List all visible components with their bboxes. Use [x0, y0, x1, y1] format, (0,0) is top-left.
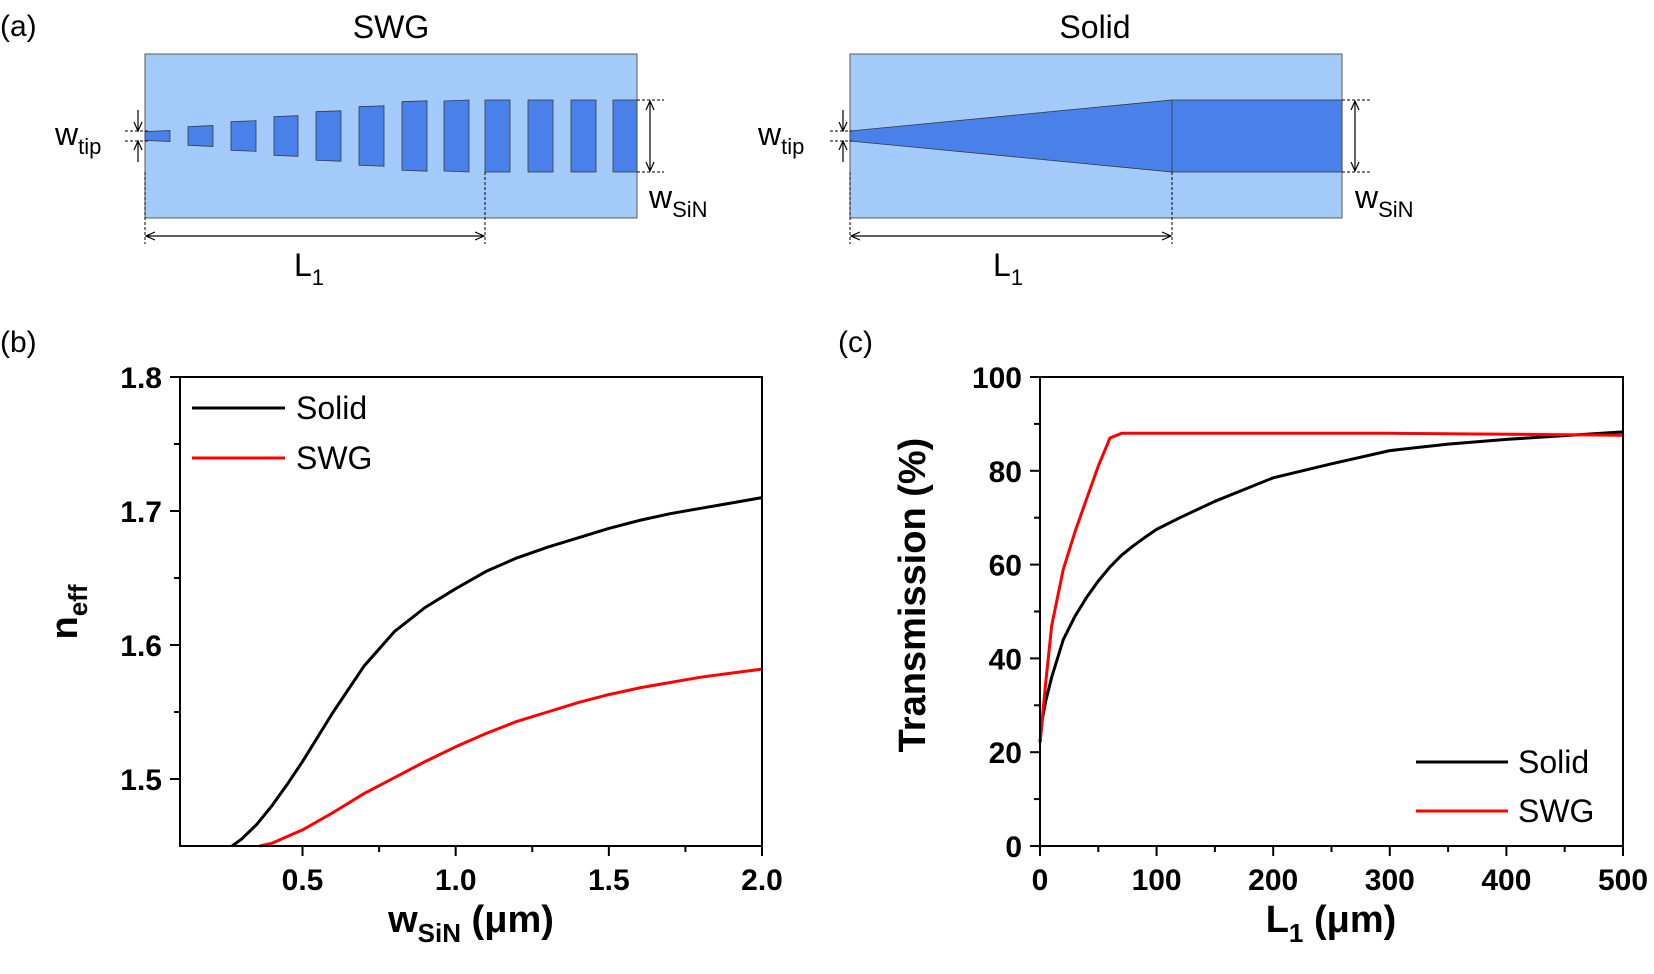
y-tick-label: 80	[989, 456, 1022, 489]
y-tick-label: 1.6	[120, 630, 162, 663]
solid-wsin-label: wSiN	[1354, 179, 1414, 222]
panel-label-a: (a)	[0, 10, 37, 43]
chart-b-frame	[179, 376, 763, 847]
x-tick-label: 0.5	[282, 864, 324, 897]
chart-c-ticks: 0 100 200 300 400 500 0 20 40 60 80 100	[972, 362, 1648, 897]
y-tick-label: 1.5	[120, 764, 162, 797]
chart-c-lines	[1038, 430, 1624, 743]
series-line-swg	[1038, 431, 1624, 743]
x-tick-label: 0	[1032, 864, 1049, 897]
solid-l1-label: L1	[993, 247, 1023, 290]
swg-segment	[443, 99, 470, 173]
chart-b-lines	[231, 496, 763, 848]
swg-segment	[144, 130, 171, 142]
chart-b-xlabel: wSiN (μm)	[387, 899, 554, 948]
panel-label-c: (c)	[838, 326, 873, 359]
y-tick-label: 100	[972, 362, 1022, 395]
legend-label-solid: Solid	[296, 390, 367, 426]
legend-label-swg: SWG	[1518, 793, 1594, 829]
y-tick-label: 60	[989, 550, 1022, 583]
swg-segment	[612, 99, 638, 173]
swg-segments	[144, 99, 638, 173]
schematic-solid: Solid wtip wSiN L1	[757, 9, 1414, 290]
y-tick-label: 0	[1005, 831, 1022, 864]
chart-c-ylabel: Transmission (%)	[892, 438, 934, 753]
x-tick-label: 200	[1248, 864, 1298, 897]
x-tick-label: 100	[1132, 864, 1182, 897]
swg-wtip-label: wtip	[54, 116, 101, 159]
solid-wtip-label: wtip	[757, 116, 804, 159]
chart-b-ticks: 0.5 1.0 1.5 2.0 1.5 1.6 1.7 1.8	[120, 362, 783, 897]
series-line-solid	[231, 496, 763, 848]
x-tick-label: 400	[1481, 864, 1531, 897]
chart-b-legend: Solid SWG	[192, 390, 372, 476]
series-line-swg	[259, 667, 763, 848]
swg-cladding	[144, 53, 638, 219]
chart-c: 0 100 200 300 400 500 0 20 40 60 80 100 Solid SWG L…	[892, 362, 1648, 948]
solid-title: Solid	[1059, 9, 1130, 45]
swg-segment	[315, 110, 342, 162]
legend-label-solid: Solid	[1518, 744, 1589, 780]
chart-b-ylabel: neff	[44, 584, 93, 639]
y-tick-label: 1.8	[120, 362, 162, 395]
y-tick-label: 40	[989, 643, 1022, 676]
swg-segment	[484, 99, 511, 173]
y-tick-label: 20	[989, 737, 1022, 770]
solid-waveguide	[1171, 99, 1343, 173]
swg-segment	[527, 99, 554, 173]
swg-segment	[273, 115, 299, 157]
chart-c-frame	[1039, 376, 1624, 847]
panel-label-b: (b)	[0, 326, 37, 359]
swg-segment	[187, 125, 214, 147]
x-tick-label: 2.0	[741, 864, 783, 897]
legend-label-swg: SWG	[296, 440, 372, 476]
swg-wsin-label: wSiN	[648, 179, 708, 222]
x-tick-label: 1.5	[588, 864, 630, 897]
swg-segment	[401, 100, 428, 172]
x-tick-label: 300	[1365, 864, 1415, 897]
y-tick-label: 1.7	[120, 496, 162, 529]
swg-segment	[570, 99, 597, 173]
schematic-swg: SWG wtip wSiN L1	[54, 9, 708, 290]
x-tick-label: 500	[1598, 864, 1648, 897]
swg-segment	[358, 105, 385, 167]
swg-segment	[230, 120, 257, 152]
chart-b: 0.5 1.0 1.5 2.0 1.5 1.6 1.7 1.8 Solid SWG wSiN …	[44, 362, 783, 948]
series-line-solid	[1038, 430, 1624, 743]
chart-c-legend: Solid SWG	[1416, 744, 1594, 829]
chart-c-xlabel: L1 (μm)	[1266, 899, 1397, 948]
x-tick-label: 1.0	[435, 864, 477, 897]
swg-l1-label: L1	[294, 247, 324, 290]
swg-title: SWG	[353, 9, 429, 45]
